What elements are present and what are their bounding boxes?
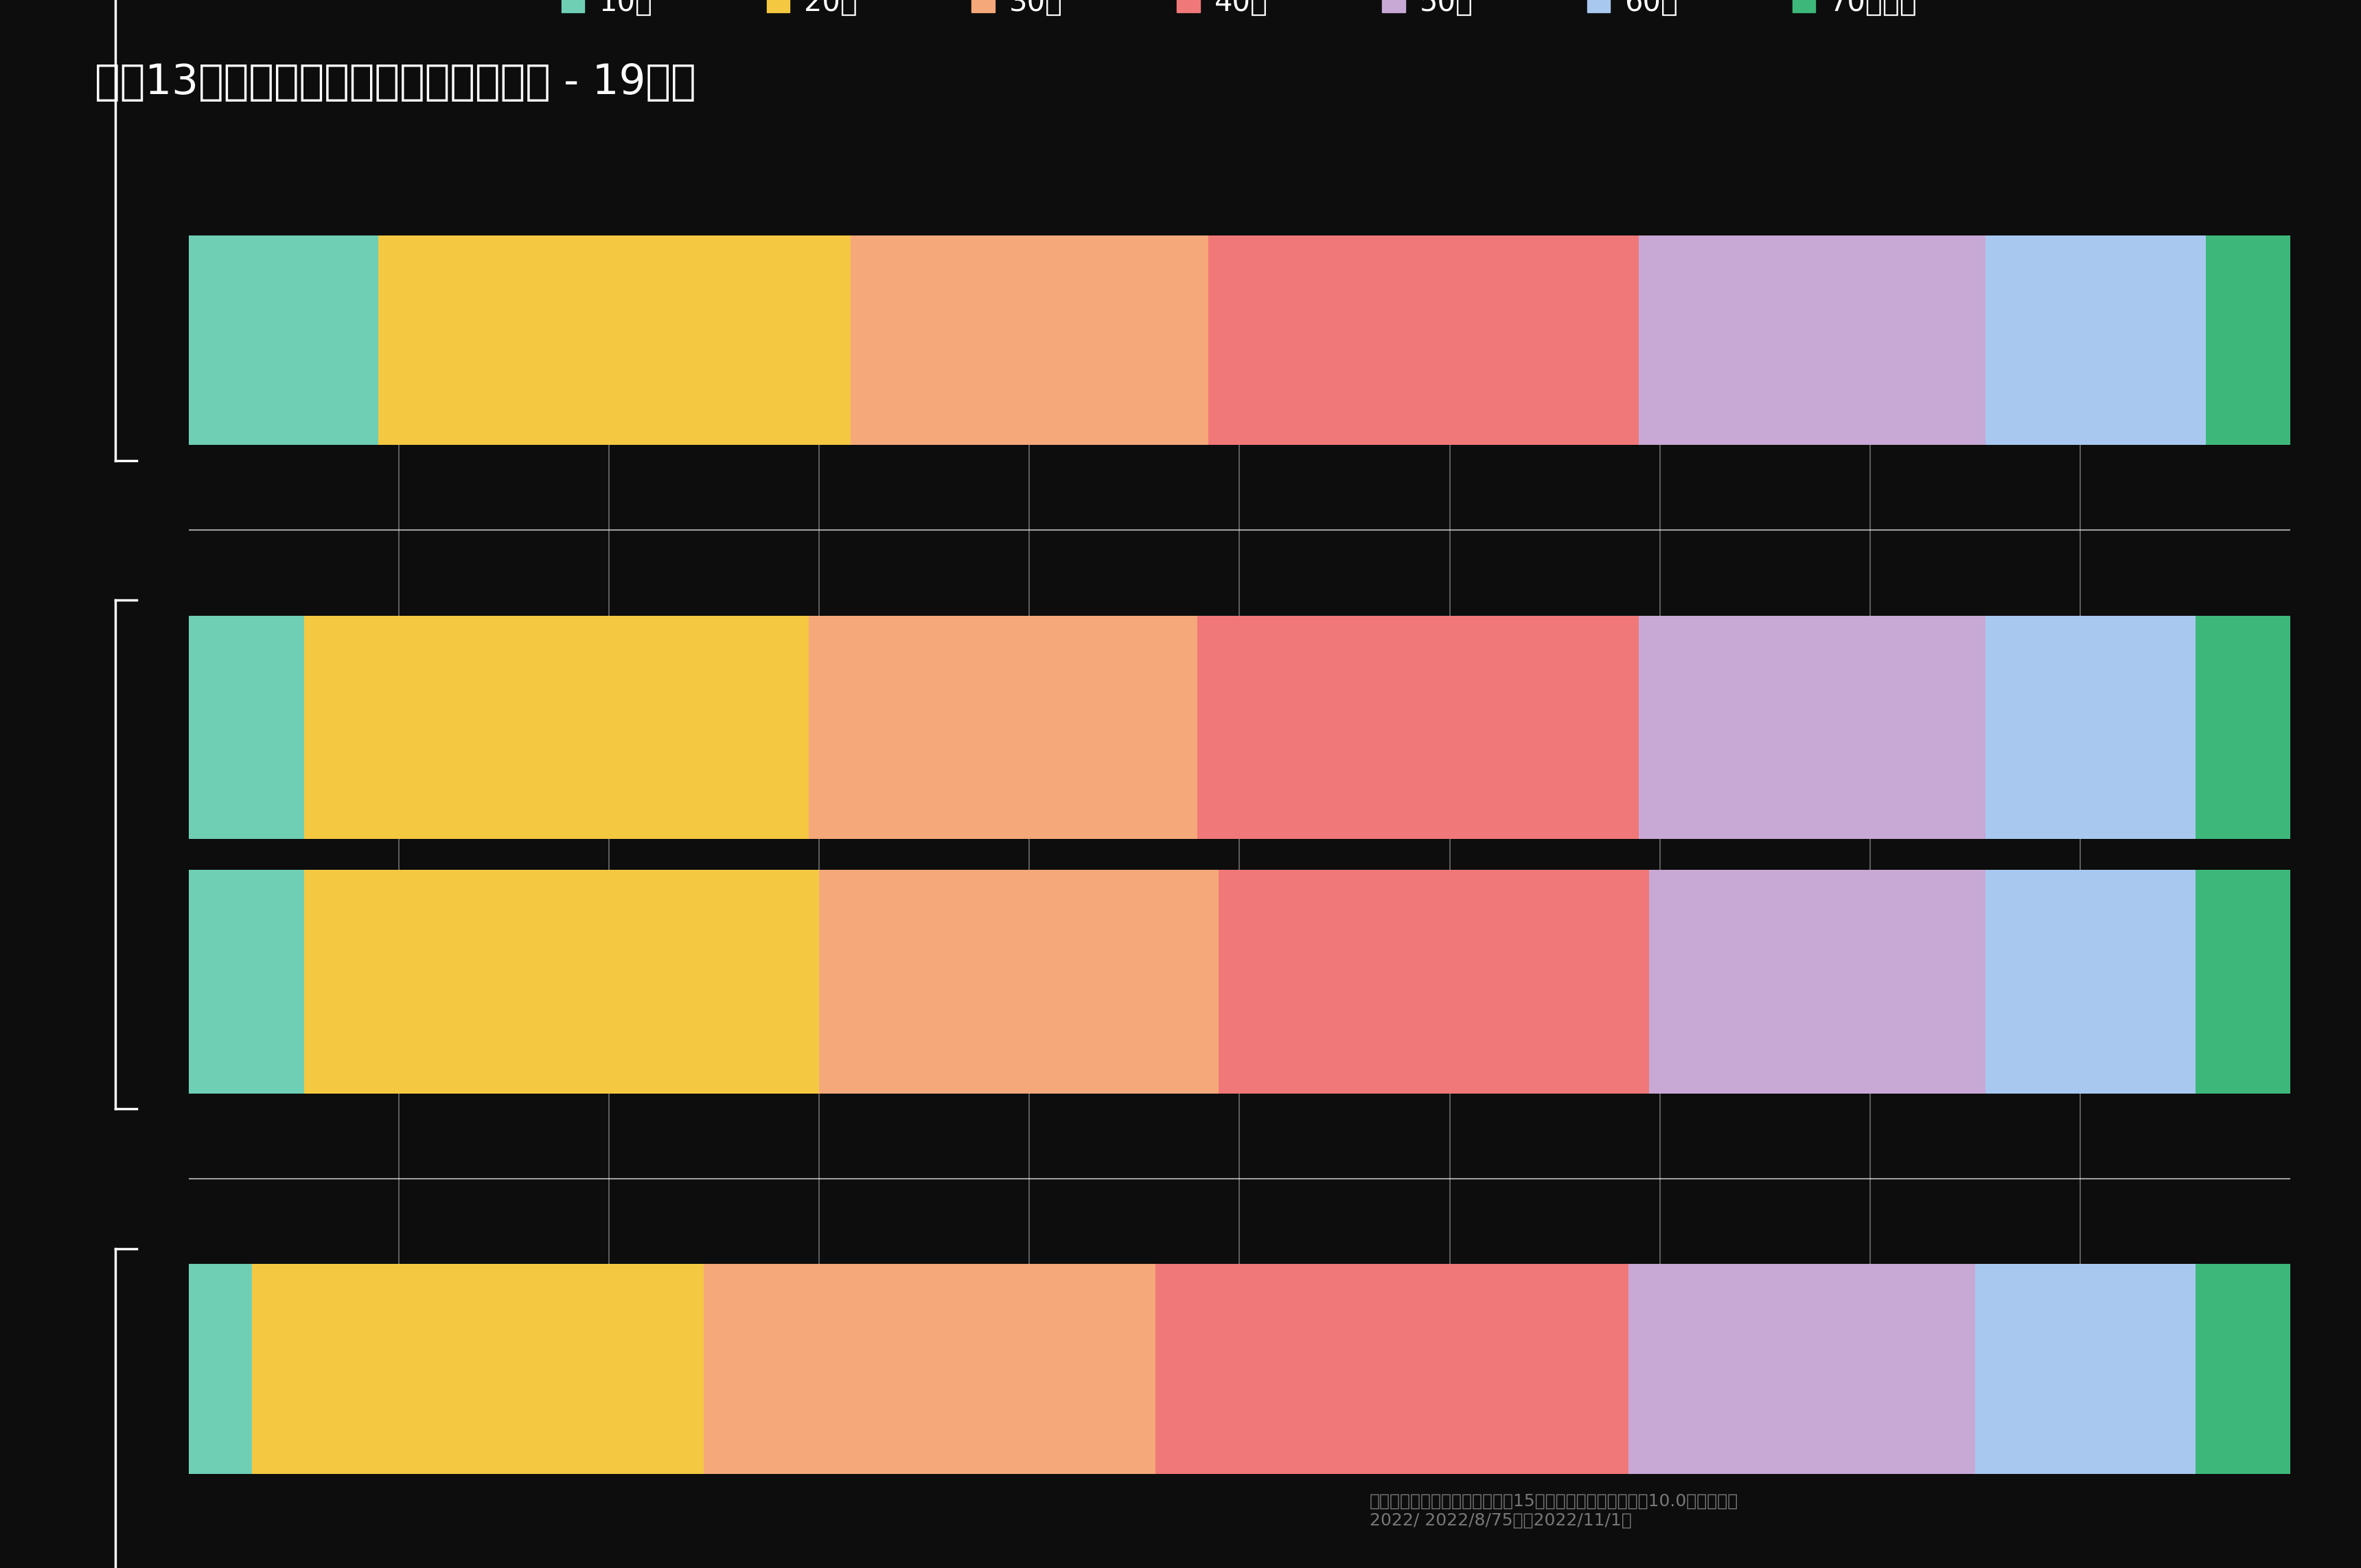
Bar [1629,1264,1974,1488]
Bar [1650,870,1986,1093]
Bar [725,1518,1166,1568]
Legend: 10代, 20代, 30代, 40代, 50代, 60代, 70代以上: 10代, 20代, 30代, 40代, 50代, 60代, 70代以上 [550,0,1929,28]
Bar [1986,870,2196,1093]
Bar [2196,1518,2290,1568]
Bar [189,1518,262,1568]
Bar [189,870,305,1093]
Bar [189,616,305,839]
Bar [1974,0,2196,191]
Bar [810,616,1197,839]
Bar [850,221,1209,445]
Bar [253,1264,704,1488]
Bar [189,1264,253,1488]
Bar [1986,221,2205,445]
Bar [1166,1518,1639,1568]
Bar [1639,221,1986,445]
Bar [850,0,1197,191]
Bar [390,0,850,191]
Bar [1639,1518,1986,1568]
Bar [1218,870,1650,1093]
Text: 直近13週平均の年代別人口構成　平日 - 19時台: 直近13週平均の年代別人口構成 平日 - 19時台 [94,63,696,103]
Bar [2196,1264,2290,1488]
Bar [1639,616,1986,839]
Bar [819,870,1218,1093]
Bar [262,1518,725,1568]
Bar [2196,0,2290,191]
Bar [189,221,378,445]
Bar [2205,221,2290,445]
Bar [1986,1518,2196,1568]
Bar [1974,1264,2196,1488]
Bar [378,221,850,445]
Bar [189,0,390,191]
Bar [1986,616,2196,839]
Bar [1197,616,1639,839]
Bar [305,870,819,1093]
Text: ソース：全モバイル空間統計、15歳以上にいたリモート、10.0のみを対象
2022/ 2022/8/75通〜2022/11/1週: ソース：全モバイル空間統計、15歳以上にいたリモート、10.0のみを対象 202… [1369,1493,1738,1529]
Bar [1197,0,1629,191]
Bar [1155,1264,1629,1488]
Bar [2196,616,2290,839]
Bar [1209,221,1639,445]
Bar [704,1264,1155,1488]
Bar [1629,0,1974,191]
Bar [2196,870,2290,1093]
Bar [305,616,810,839]
